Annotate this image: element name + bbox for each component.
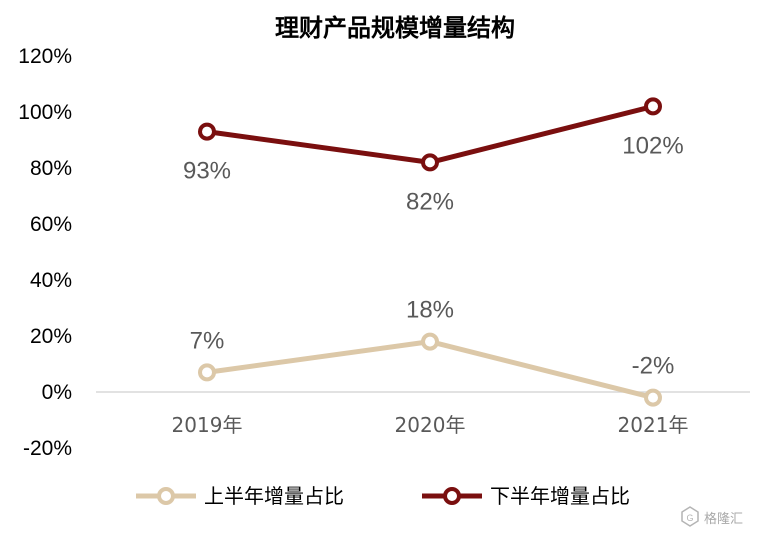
legend: 上半年增量占比 下半年增量占比 xyxy=(136,484,630,508)
data-point xyxy=(644,97,662,116)
data-point xyxy=(421,153,439,172)
x-tick-label: 2021年 xyxy=(618,413,689,437)
series-2: 93% 82% 102% xyxy=(183,97,684,215)
data-label: 102% xyxy=(622,132,683,159)
data-point xyxy=(421,332,439,351)
data-label: 82% xyxy=(406,188,454,215)
y-tick-label: 20% xyxy=(30,325,72,348)
x-axis: 2019年 2020年 2021年 xyxy=(172,413,689,437)
gelonghui-logo-icon: G xyxy=(681,506,699,527)
data-point xyxy=(198,122,216,141)
y-tick-label: -20% xyxy=(23,437,72,460)
x-tick-label: 2020年 xyxy=(395,413,466,437)
data-point xyxy=(644,388,662,407)
y-tick-label: 40% xyxy=(30,269,72,292)
legend-marker-h1 xyxy=(157,487,175,505)
legend-item-h2: 下半年增量占比 xyxy=(422,484,630,508)
chart-title: 理财产品规模增量结构 xyxy=(275,14,515,42)
series-layer: 7% 18% -2% 93% 82% 102% xyxy=(183,97,684,407)
data-label: 7% xyxy=(190,327,225,354)
y-tick-label: 60% xyxy=(30,213,72,236)
watermark-text: 格隆汇 xyxy=(704,511,743,527)
series-1: 7% 18% -2% xyxy=(190,297,675,407)
data-label: 93% xyxy=(183,158,231,185)
data-label: 18% xyxy=(406,297,454,324)
y-tick-label: 100% xyxy=(18,101,72,124)
legend-label-h1: 上半年增量占比 xyxy=(204,484,344,508)
legend-marker-h2 xyxy=(443,487,461,505)
y-tick-label: 120% xyxy=(18,45,72,68)
y-axis: 120% 100% 80% 60% 40% 20% 0% -20% xyxy=(18,45,72,460)
y-tick-label: 80% xyxy=(30,157,72,180)
legend-item-h1: 上半年增量占比 xyxy=(136,484,344,508)
watermark: G 格隆汇 xyxy=(681,506,743,527)
data-point xyxy=(198,363,216,382)
y-tick-label: 0% xyxy=(42,381,72,404)
legend-label-h2: 下半年增量占比 xyxy=(490,484,630,508)
data-label: -2% xyxy=(632,353,675,380)
svg-text:G: G xyxy=(686,513,693,523)
x-tick-label: 2019年 xyxy=(172,413,243,437)
